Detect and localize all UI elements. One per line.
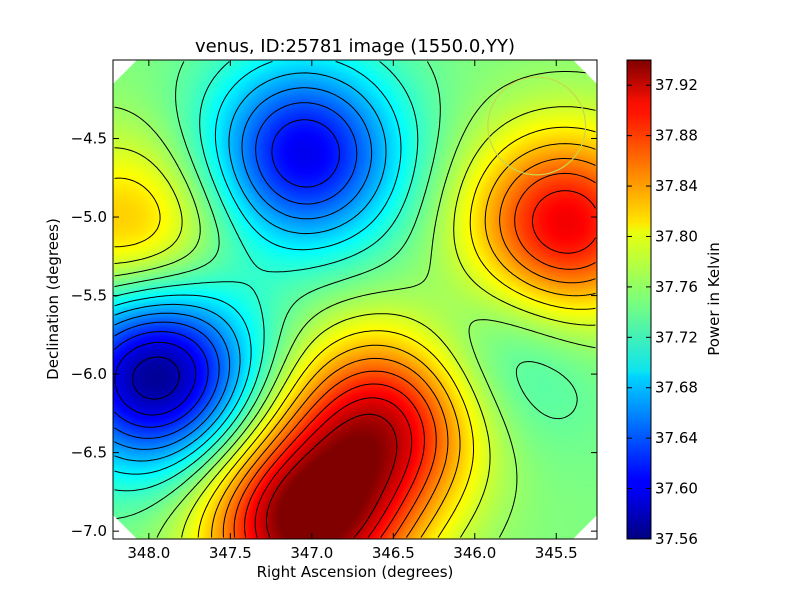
colorbar-title: Power in Kelvin [705, 242, 723, 356]
colorbar-tick-label: 37.56 [655, 530, 698, 548]
y-tick-label: −6.0 [71, 365, 107, 383]
x-tick-label: 347.5 [209, 544, 252, 562]
chart-title: venus, ID:25781 image (1550.0,YY) [195, 36, 515, 57]
contour-line [222, 158, 596, 538]
heatmap-image [113, 60, 597, 539]
x-axis-title: Right Ascension (degrees) [257, 563, 454, 581]
colorbar-gradient [626, 59, 652, 540]
x-tick-label: 346.0 [453, 544, 496, 562]
colorbar-tick-label: 37.64 [655, 429, 698, 447]
contour-line [244, 190, 596, 538]
contour-line [114, 61, 578, 520]
colorbar-tick-label: 37.76 [655, 278, 698, 296]
colorbar-tick-label: 37.92 [655, 76, 698, 94]
contour-line [114, 126, 596, 538]
x-tick-label: 348.0 [127, 544, 170, 562]
axes-frame [112, 59, 598, 540]
x-tick-label: 346.5 [372, 544, 415, 562]
y-tick-label: −5.0 [71, 208, 107, 226]
contour-line [132, 356, 180, 400]
contour-line [114, 61, 419, 492]
colorbar-tick-label: 37.80 [655, 227, 698, 245]
contour-lines [114, 61, 596, 538]
contour-line [114, 102, 358, 439]
colorbar-tick-label: 37.84 [655, 177, 698, 195]
y-tick-label: −4.5 [71, 130, 107, 148]
contour-line [254, 397, 413, 538]
contour-line [114, 87, 373, 450]
contour-line [114, 71, 596, 538]
colorbar-tick-label: 37.60 [655, 480, 698, 498]
contour-line [233, 172, 596, 538]
colorbar-tick-label: 37.88 [655, 127, 698, 145]
x-tick-label: 347.0 [290, 544, 333, 562]
colorbar-tick-label: 37.72 [655, 328, 698, 346]
contour-line [114, 119, 340, 428]
colorbar-ticks: 37.56 37.60 37.64 37.68 37.72 37.76 37.80 37.84… [627, 76, 698, 548]
contour-line [114, 106, 596, 538]
y-tick-label: −5.5 [71, 287, 107, 305]
y-tick-label: −7.0 [71, 522, 107, 540]
colorbar-tick-label: 37.68 [655, 379, 698, 397]
y-tick-label: −6.5 [71, 444, 107, 462]
colorbar: 37.56 37.60 37.64 37.68 37.72 37.76 37.80 37.84… [626, 59, 723, 548]
contour-line [211, 143, 596, 538]
contour-line [114, 72, 387, 462]
y-ticks: −4.5 −5.0 −5.5 −6.0 −6.5 −7.0 [71, 130, 597, 540]
beam-circle [487, 76, 587, 176]
contour-line [114, 61, 402, 475]
plot-area: 348.0 347.5 347.0 346.5 346.0 345.5 −4.5−5.0−… [71, 59, 598, 562]
y-axis-title: Declination (degrees) [44, 218, 62, 380]
x-ticks: 348.0 347.5 347.0 346.5 346.0 345.5 [127, 60, 578, 562]
x-tick-label: 345.5 [535, 544, 578, 562]
contour-line [266, 413, 398, 538]
contour-line [114, 341, 197, 416]
